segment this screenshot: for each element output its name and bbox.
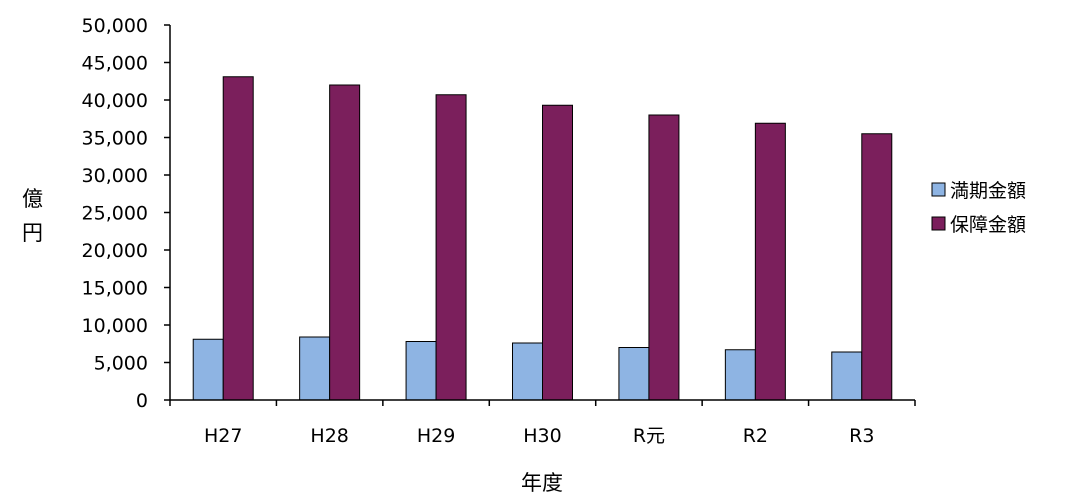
bar-maturity-4 xyxy=(618,347,650,401)
y-axis-title: 億 円 xyxy=(22,187,43,245)
x-tick-label: H30 xyxy=(523,425,561,447)
y-tick-label: 45,000 xyxy=(82,53,148,75)
bar-coverage-3 xyxy=(542,104,573,401)
x-tick-label: H28 xyxy=(310,425,348,447)
y-tick-label: 40,000 xyxy=(82,90,148,112)
bar-maturity-6 xyxy=(831,351,863,401)
plot-area xyxy=(192,76,893,401)
legend-label: 保障金額 xyxy=(950,214,1026,236)
y-tick-label: 50,000 xyxy=(82,15,148,37)
bar-coverage-6 xyxy=(861,133,893,401)
y-axis-ticks: 0 5,000 10,000 15,000 20,000 25,000 30,000 35,0… xyxy=(82,15,170,412)
bar-coverage-5 xyxy=(754,122,786,401)
y-tick-label: 5,000 xyxy=(94,353,148,375)
y-tick-label: 0 xyxy=(136,390,148,412)
x-tick-label: R3 xyxy=(849,425,874,447)
bar-coverage-4 xyxy=(648,114,680,401)
bar-maturity-1 xyxy=(299,336,331,401)
y-tick-label: 15,000 xyxy=(82,278,148,300)
bar-maturity-2 xyxy=(405,341,437,401)
bar-maturity-5 xyxy=(724,349,756,401)
y-tick-label: 30,000 xyxy=(82,165,148,187)
bar-coverage-1 xyxy=(329,84,361,401)
y-axis-title-line-1: 億 xyxy=(22,187,43,211)
x-tick-label: R2 xyxy=(743,425,768,447)
y-tick-label: 10,000 xyxy=(82,315,148,337)
bar-coverage-2 xyxy=(435,94,467,401)
legend-label: 満期金額 xyxy=(950,180,1026,202)
bar-maturity-3 xyxy=(512,342,543,401)
legend-swatch xyxy=(931,216,946,231)
y-tick-label: 25,000 xyxy=(82,203,148,225)
y-tick-label: 20,000 xyxy=(82,240,148,262)
bar-coverage-0 xyxy=(222,76,254,401)
bar-maturity-0 xyxy=(192,338,224,401)
y-axis-title-line-2: 円 xyxy=(22,221,43,245)
y-tick-label: 35,000 xyxy=(82,128,148,150)
x-tick-label: R元 xyxy=(633,425,665,447)
legend-swatch xyxy=(931,182,946,197)
x-tick-label: H27 xyxy=(204,425,242,447)
x-tick-label: H29 xyxy=(417,425,455,447)
x-axis-ticks: H27 H28 H29 H30 R元 R2 R3 xyxy=(169,400,916,447)
x-axis-title: 年度 xyxy=(521,471,563,495)
